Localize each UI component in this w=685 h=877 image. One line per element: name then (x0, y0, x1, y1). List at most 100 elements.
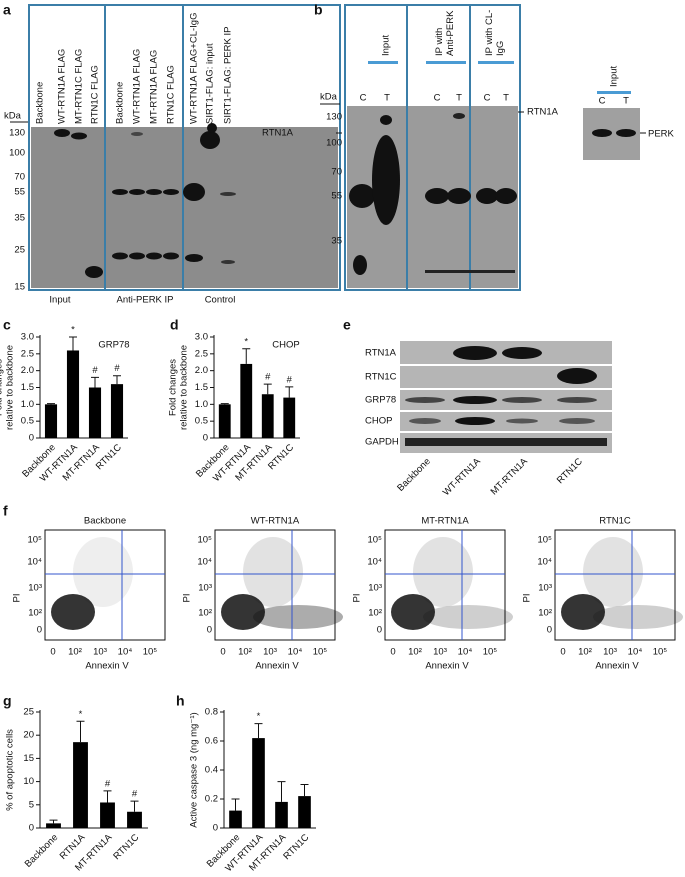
marker-label: 70 (331, 167, 342, 178)
y-tick-label: 1.5 (21, 382, 34, 393)
lane-label: MT-RTN1C FLAG (74, 49, 85, 124)
y-tick-label: 10³ (538, 583, 552, 594)
y-tick-label: 0.2 (205, 794, 218, 805)
error-bar (130, 800, 139, 812)
x-axis-label: Annexin V (425, 661, 469, 672)
lane-label: Backbone (115, 82, 126, 124)
y-tick-label: 10⁵ (367, 535, 382, 546)
event-cloud (253, 605, 343, 629)
marker-label: 35 (331, 236, 342, 247)
lane-label: T (384, 93, 390, 104)
y-tick-label: 0.4 (205, 765, 218, 776)
y-tick-label: 10⁴ (367, 557, 382, 568)
plot-title: Backbone (84, 516, 126, 527)
significance: # (287, 374, 293, 385)
x-axis-label: Annexin V (85, 661, 129, 672)
bar (100, 802, 115, 828)
lane-label: MT-RTN1A FLAG (149, 50, 160, 124)
event-cloud (243, 537, 303, 607)
marker-label: 130 (9, 128, 25, 139)
y-tick-label: 20 (23, 730, 34, 741)
bar (283, 397, 296, 438)
y-tick-label: 10³ (198, 583, 212, 594)
x-tick-label: 0 (50, 647, 55, 658)
y-tick-label: 15 (23, 753, 34, 764)
y-axis-label: Active caspase 3 (ng mg⁻¹) (189, 712, 200, 827)
x-tick-label: 10⁵ (313, 647, 328, 658)
bar (127, 811, 142, 828)
y-tick-label: 0 (29, 823, 34, 834)
bar (252, 738, 265, 828)
event-cloud (423, 605, 513, 629)
lane-label: T (623, 96, 629, 107)
y-tick-label: 5 (29, 799, 34, 810)
panel-letter: f (3, 503, 8, 519)
x-tick-label: RTN1C (281, 832, 311, 862)
lane-label: Backbone (395, 456, 433, 494)
group-label: IgG (495, 41, 506, 56)
y-tick-label: 2.5 (21, 348, 34, 359)
error-bar (76, 720, 85, 743)
x-axis-label: Annexin V (595, 661, 639, 672)
row-label: RTN1C (365, 372, 397, 383)
y-tick-label: 10² (28, 608, 42, 619)
panel-letter: h (176, 693, 185, 709)
x-tick-label: 10² (68, 647, 82, 658)
group-label: Input (49, 295, 70, 306)
significance: * (71, 325, 75, 336)
significance: * (79, 709, 83, 720)
error-bar (263, 383, 272, 395)
panel-letter: c (3, 317, 11, 333)
y-axis-label: PI (182, 594, 193, 603)
marker-label: 15 (14, 282, 25, 293)
y-tick-label: 0.6 (205, 736, 218, 747)
plot-title: MT-RTN1A (421, 516, 469, 527)
event-cloud (73, 537, 133, 607)
x-tick-label: 10³ (263, 647, 277, 658)
y-axis-label: Fold changes (168, 359, 179, 416)
x-tick-label: 10³ (433, 647, 447, 658)
x-tick-label: Backbone (23, 832, 61, 870)
y-axis-label: PI (522, 594, 533, 603)
x-tick-label: 10³ (603, 647, 617, 658)
y-tick-label: 2.0 (195, 365, 208, 376)
bar (66, 350, 80, 438)
marker-label: 100 (326, 138, 342, 149)
y-tick-label: 10³ (28, 583, 42, 594)
y-tick-label: 0 (203, 433, 208, 444)
significance: # (132, 789, 138, 800)
error-bar (103, 790, 112, 803)
blot-e (400, 341, 612, 453)
y-axis-label: relative to backbone (5, 345, 16, 430)
lane-label: C (599, 96, 606, 107)
marker-label: 100 (9, 148, 25, 159)
row-label: CHOP (365, 416, 392, 427)
error-bar (47, 403, 55, 405)
significance: # (105, 778, 111, 789)
kda-label: kDa (320, 92, 338, 103)
bar (261, 394, 274, 438)
error-bar (242, 348, 251, 364)
panel-letter: d (170, 317, 179, 333)
kda-label: kDa (4, 111, 22, 122)
blot-b (344, 4, 521, 291)
lane-label: Backbone (35, 82, 46, 124)
marker-label: 35 (14, 213, 25, 224)
y-axis-label: PI (352, 594, 363, 603)
y-tick-label: 2.0 (21, 365, 34, 376)
y-tick-label: 0.5 (195, 416, 208, 427)
y-tick-label: 1.0 (195, 399, 208, 410)
error-bar (49, 819, 58, 824)
y-tick-label: 10⁴ (537, 557, 552, 568)
error-bar (231, 798, 240, 811)
y-tick-label: 10⁵ (537, 535, 552, 546)
lane-label: C (434, 93, 441, 104)
lane-label: WT-RTN1A FLAG+CL-IgG (189, 13, 200, 124)
y-tick-label: 1.5 (195, 382, 208, 393)
lane-label: C (360, 93, 367, 104)
chart-title: GRP78 (98, 340, 129, 351)
bar (73, 742, 88, 828)
y-tick-label: 0 (207, 625, 212, 636)
panel-letter: b (314, 2, 323, 18)
